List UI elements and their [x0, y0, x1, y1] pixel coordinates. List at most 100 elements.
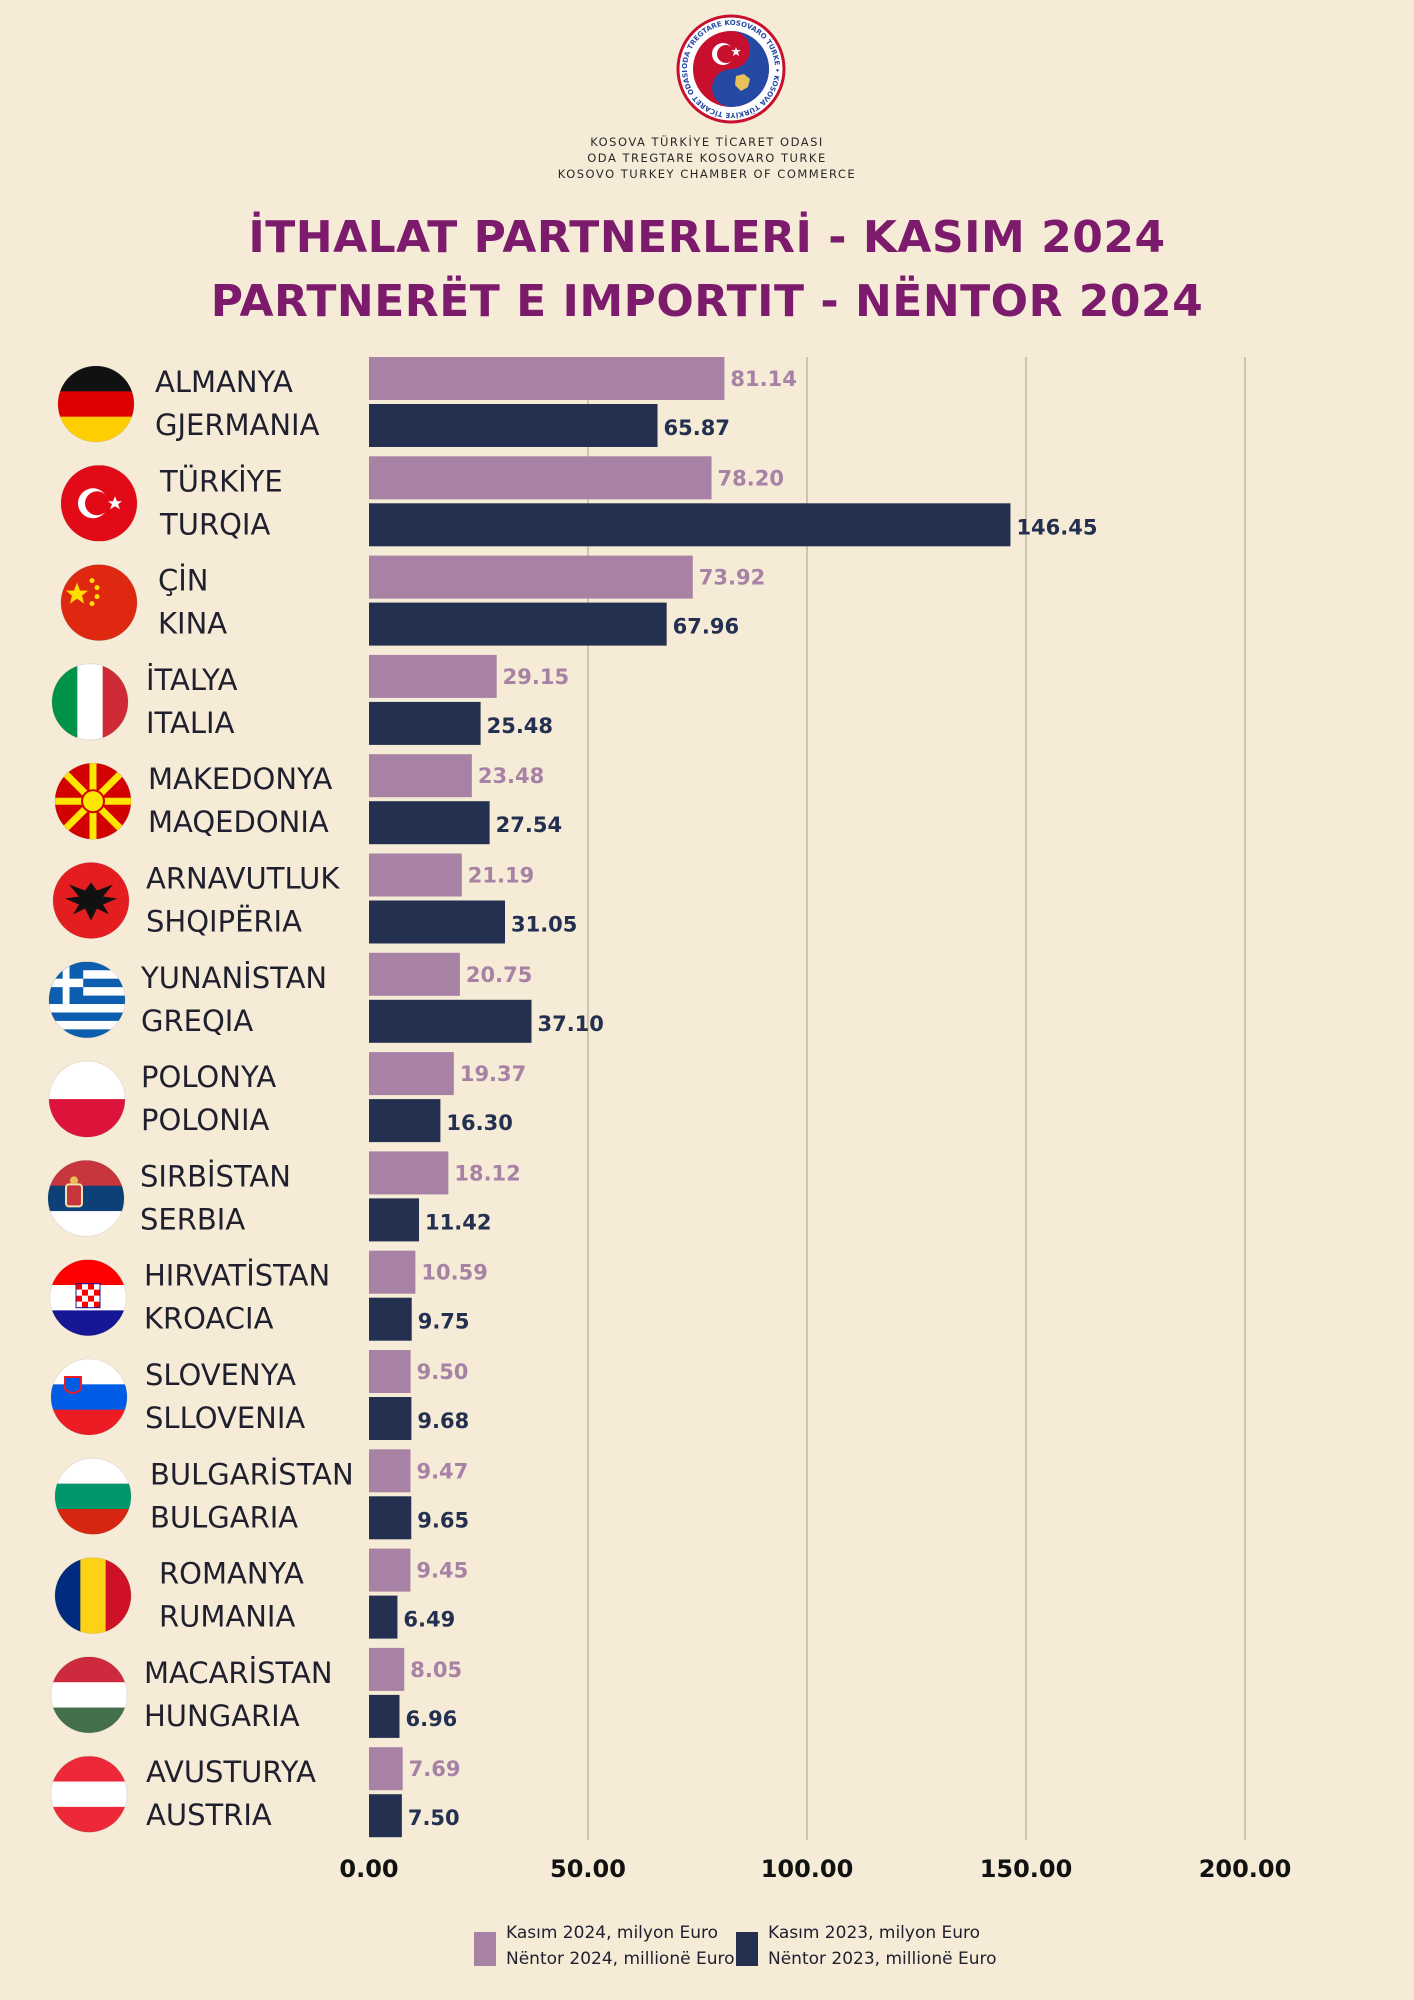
bar-2023: [369, 503, 1011, 547]
country-name-sq: MAQEDONIA: [148, 805, 329, 839]
x-tick-label: 100.00: [761, 1855, 854, 1883]
data-label-2023: 27.54: [496, 813, 562, 837]
bar-2023: [369, 900, 505, 944]
bar-2024: [369, 357, 725, 400]
country-name-sq: HUNGARIA: [144, 1699, 300, 1733]
data-label-2023: 31.05: [511, 913, 577, 937]
bar-2023: [369, 1297, 412, 1341]
bar-2024: [369, 1052, 454, 1096]
poland-flag-icon: [48, 1060, 126, 1138]
data-label-2024: 19.37: [460, 1062, 526, 1086]
organization-names: KOSOVA TÜRKİYE TİCARET ODASI ODA TREGTAR…: [0, 134, 1414, 182]
country-name-tr: YUNANİSTAN: [140, 961, 327, 995]
data-label-2023: 25.48: [487, 714, 553, 738]
chamber-logo: ODA TREGTARE KOSOVARO TURKE • KOSOVA TÜR…: [676, 14, 786, 124]
hungary-flag-icon: [50, 1656, 128, 1734]
bar-2024: [369, 1350, 411, 1393]
x-tick-label: 150.00: [980, 1855, 1073, 1883]
country-name-tr: MACARİSTAN: [144, 1656, 333, 1690]
data-label-2024: 23.48: [478, 764, 544, 788]
chart-title-sq: PARTNERËT E IMPORTIT - NËNTOR 2024: [210, 276, 1204, 327]
country-name-sq: GREQIA: [141, 1004, 253, 1038]
italy-flag-icon: [51, 663, 129, 741]
data-label-2024: 20.75: [466, 963, 532, 987]
legend-swatch-2024: [474, 1932, 496, 1966]
data-label-2024: 7.69: [409, 1757, 461, 1781]
country-name-tr: ARNAVUTLUK: [146, 862, 340, 896]
bar-2024: [369, 1250, 416, 1294]
bar-2023: [369, 1397, 412, 1440]
country-name-tr: SLOVENYA: [145, 1358, 296, 1392]
country-name-sq: SHQIPËRIA: [146, 905, 302, 939]
greece-flag-icon: [48, 961, 126, 1039]
org-name-sq: ODA TREGTARE KOSOVARO TURKE: [587, 151, 827, 165]
china-flag-icon: [60, 564, 138, 642]
bar-2023: [369, 404, 658, 447]
bar-2023: [369, 602, 667, 646]
bulgaria-flag-icon: [54, 1457, 132, 1535]
bar-2024: [369, 952, 460, 996]
bar-2024: [369, 754, 472, 798]
bar-2024: [369, 1647, 405, 1691]
country-name-tr: MAKEDONYA: [148, 762, 333, 796]
country-name-tr: HIRVATİSTAN: [144, 1259, 330, 1293]
data-label-2023: 67.96: [673, 615, 739, 639]
data-label-2024: 10.59: [421, 1261, 487, 1285]
bar-2024: [369, 1151, 449, 1195]
country-name-sq: BULGARIA: [150, 1500, 298, 1534]
data-label-2024: 8.05: [410, 1658, 462, 1682]
bar-2023: [369, 1496, 412, 1540]
country-name-tr: ROMANYA: [159, 1557, 304, 1591]
country-name-sq: AUSTRIA: [146, 1798, 272, 1832]
country-name-sq: GJERMANIA: [155, 408, 320, 442]
bar-2024: [369, 654, 497, 698]
legend-label-2024-sq: Nëntor 2024, millionë Euro: [506, 1949, 735, 1969]
romania-flag-icon: [54, 1557, 132, 1635]
country-name-tr: ÇİN: [158, 564, 209, 598]
data-label-2023: 9.68: [417, 1409, 469, 1433]
country-name-tr: TÜRKİYE: [159, 464, 283, 498]
data-label-2024: 18.12: [454, 1161, 520, 1185]
legend-label-2023-sq: Nëntor 2023, millionë Euro: [768, 1949, 997, 1969]
croatia-flag-icon: [49, 1259, 127, 1337]
serbia-flag-icon: [47, 1159, 125, 1237]
country-name-sq: KINA: [158, 607, 227, 641]
org-name-tr: KOSOVA TÜRKİYE TİCARET ODASI: [590, 135, 824, 149]
data-label-2023: 16.30: [446, 1111, 512, 1135]
germany-flag-icon: [57, 365, 135, 443]
bar-2023: [369, 801, 490, 845]
data-label-2023: 65.87: [664, 416, 730, 440]
legend-label-2024-tr: Kasım 2024, milyon Euro: [506, 1923, 719, 1943]
bar-2023: [369, 999, 532, 1043]
bar-2024: [369, 1747, 403, 1791]
legend-swatch-2023: [736, 1932, 758, 1966]
data-label-2023: 7.50: [408, 1806, 460, 1830]
data-label-2024: 9.47: [416, 1459, 468, 1483]
bar-2023: [369, 1794, 402, 1838]
country-name-tr: SIRBİSTAN: [140, 1159, 291, 1193]
country-name-tr: ALMANYA: [155, 365, 293, 399]
data-label-2024: 21.19: [468, 864, 534, 888]
country-name-sq: SERBIA: [140, 1202, 245, 1236]
albania-flag-icon: [52, 862, 130, 939]
country-name-sq: TURQIA: [159, 507, 270, 541]
country-name-sq: KROACIA: [144, 1302, 274, 1336]
country-name-sq: SLLOVENIA: [145, 1401, 305, 1435]
data-label-2023: 146.45: [1016, 515, 1097, 539]
bar-2024: [369, 555, 693, 599]
import-partners-bar-chart: 81.14 65.87 ALMANYA GJERMANIA 78.20 146.45 TÜR…: [47, 357, 1291, 1883]
country-name-tr: BULGARİSTAN: [150, 1457, 354, 1491]
country-name-tr: İTALYA: [146, 663, 238, 697]
data-label-2023: 11.42: [425, 1210, 491, 1234]
data-label-2023: 9.75: [418, 1310, 470, 1334]
data-label-2024: 81.14: [730, 367, 796, 391]
org-name-en: KOSOVO TURKEY CHAMBER OF COMMERCE: [557, 167, 857, 181]
data-label-2024: 73.92: [699, 566, 765, 590]
bar-2024: [369, 1548, 411, 1592]
data-label-2024: 29.15: [503, 665, 569, 689]
austria-flag-icon: [50, 1755, 128, 1833]
chart-title-tr: İTHALAT PARTNERLERİ - KASIM 2024: [248, 212, 1166, 263]
country-name-tr: POLONYA: [141, 1060, 276, 1094]
slovenia-flag-icon: [50, 1358, 128, 1436]
x-tick-label: 0.00: [339, 1855, 398, 1883]
